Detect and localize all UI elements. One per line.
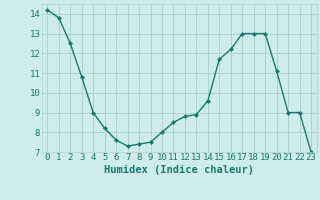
X-axis label: Humidex (Indice chaleur): Humidex (Indice chaleur)	[104, 165, 254, 175]
